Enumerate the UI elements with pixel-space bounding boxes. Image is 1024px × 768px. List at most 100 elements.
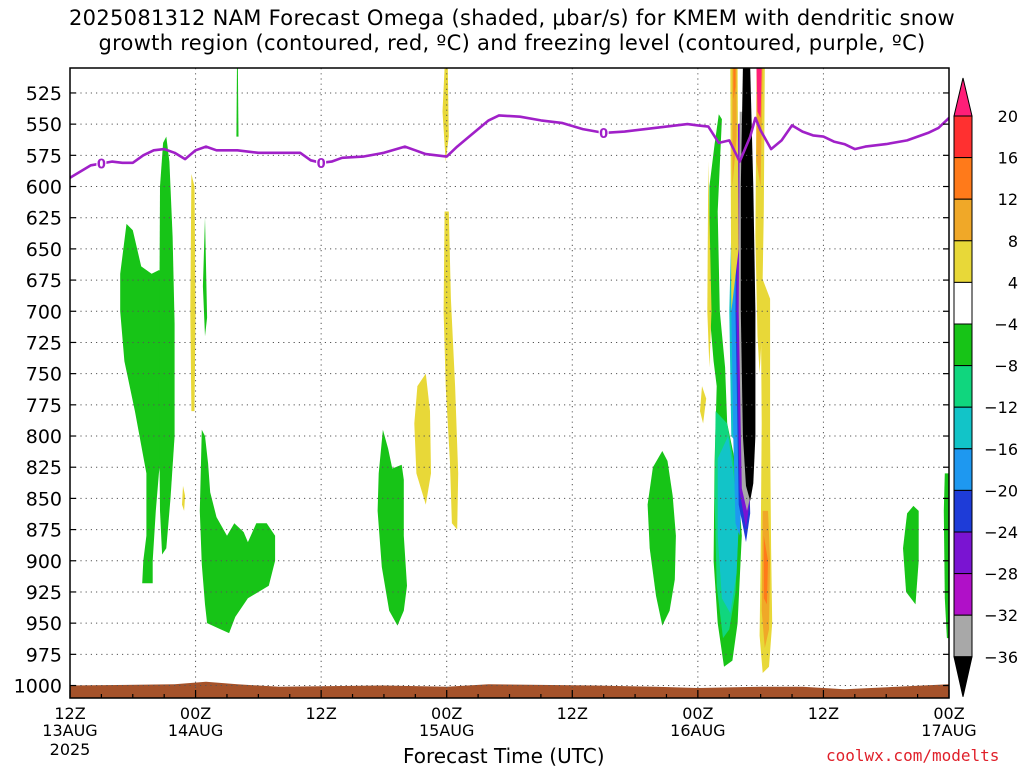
colorbar-label-3: 8 bbox=[1008, 232, 1018, 251]
x-tick-date-60: 16AUG bbox=[670, 721, 725, 740]
omega-region-5 bbox=[377, 429, 407, 626]
colorbar-label-7: −12 bbox=[984, 398, 1018, 417]
chart-title-line-2: growth region (contoured, red, ºC) and f… bbox=[98, 31, 926, 55]
freezing-level-label-2: 0 bbox=[599, 127, 608, 142]
y-tick-label-850: 850 bbox=[26, 488, 62, 510]
freezing-level-label-0: 0 bbox=[97, 157, 106, 172]
colorbar-swatch-6 bbox=[953, 323, 973, 367]
x-tick-label-12: 00Z bbox=[180, 704, 211, 723]
y-tick-label-900: 900 bbox=[26, 551, 62, 573]
y-tick-label-800: 800 bbox=[26, 426, 62, 448]
omega-shading-layer bbox=[70, 68, 949, 698]
y-tick-label-825: 825 bbox=[26, 457, 62, 479]
colorbar-swatch-1 bbox=[953, 115, 973, 159]
omega-region-2 bbox=[199, 429, 276, 634]
omega-region-30 bbox=[442, 68, 449, 162]
omega-region-28 bbox=[190, 174, 196, 412]
y-tick-label-675: 675 bbox=[26, 270, 62, 292]
omega-region-10 bbox=[943, 473, 949, 639]
y-tick-label-625: 625 bbox=[26, 208, 62, 230]
colorbar-swatch-7 bbox=[953, 365, 973, 408]
colorbar-label-8: −16 bbox=[984, 440, 1018, 459]
x-tick-year-0: 2025 bbox=[50, 740, 91, 759]
x-tick-label-0: 12Z bbox=[54, 704, 85, 723]
omega-region-29 bbox=[182, 485, 186, 511]
chart-title: 2025081312 NAM Forecast Omega (shaded, μ… bbox=[0, 6, 1024, 56]
colorbar-swatch-12 bbox=[953, 573, 973, 616]
y-axis: 525 550 575 600 625 650 675 700 725 750 775 800 825 8… bbox=[14, 83, 949, 698]
x-tick-date-12: 14AUG bbox=[168, 721, 223, 740]
colorbar-label-2: 12 bbox=[998, 190, 1018, 209]
omega-region-21 bbox=[763, 535, 768, 605]
x-tick-label-72: 12Z bbox=[808, 704, 839, 723]
chart-title-line-1: 2025081312 NAM Forecast Omega (shaded, μ… bbox=[69, 6, 955, 30]
ground-surface bbox=[70, 681, 949, 698]
colorbar-label-10: −24 bbox=[984, 523, 1018, 542]
y-tick-label-725: 725 bbox=[26, 332, 62, 354]
omega-region-4 bbox=[236, 68, 239, 137]
omega-region-9 bbox=[903, 505, 919, 605]
omega-region-1 bbox=[158, 136, 175, 555]
y-tick-label-575: 575 bbox=[26, 145, 62, 167]
y-tick-label-650: 650 bbox=[26, 239, 62, 261]
freezing-label-bg-0 bbox=[96, 156, 107, 171]
colorbar-bottom-arrow bbox=[953, 656, 973, 697]
colorbar-label-0: 20 bbox=[998, 107, 1018, 126]
x-tick-date-0: 13AUG bbox=[42, 721, 97, 740]
colorbar-label-11: −28 bbox=[984, 565, 1018, 584]
omega-region-33 bbox=[700, 386, 707, 424]
colorbar-swatch-2 bbox=[953, 157, 973, 200]
colorbar-swatch-11 bbox=[953, 531, 973, 575]
y-tick-label-550: 550 bbox=[26, 114, 62, 136]
colorbar-label-6: −8 bbox=[994, 357, 1018, 376]
omega-region-27 bbox=[756, 68, 762, 118]
x-tick-label-84: 00Z bbox=[933, 704, 964, 723]
colorbar-swatch-5 bbox=[953, 281, 973, 325]
omega-colorbar: 20 16 12 8 4 −4 −8 −12 −16 −20 −24 −28 −32 −36 bbox=[953, 77, 1018, 697]
colorbar-label-1: 16 bbox=[998, 149, 1018, 168]
x-tick-label-36: 00Z bbox=[431, 704, 462, 723]
colorbar-label-5: −4 bbox=[994, 315, 1018, 334]
colorbar-swatch-13 bbox=[953, 614, 973, 658]
colorbar-swatch-8 bbox=[953, 406, 973, 450]
freezing-label-bg-2 bbox=[598, 125, 609, 140]
omega-region-24 bbox=[733, 68, 736, 100]
colorbar-swatch-4 bbox=[953, 240, 973, 283]
plot-frame bbox=[69, 67, 950, 699]
colorbar-swatch-10 bbox=[953, 489, 973, 533]
y-tick-label-925: 925 bbox=[26, 582, 62, 604]
x-tick-label-24: 12Z bbox=[305, 704, 336, 723]
x-tick-date-84: 17AUG bbox=[921, 721, 976, 740]
omega-region-3 bbox=[202, 217, 208, 337]
omega-region-6 bbox=[647, 451, 676, 626]
omega-region-18 bbox=[740, 68, 756, 501]
y-tick-label-750: 750 bbox=[26, 364, 62, 386]
freezing-level-line bbox=[70, 114, 949, 179]
colorbar-label-13: −36 bbox=[984, 648, 1018, 667]
colorbar-top-arrow bbox=[953, 77, 973, 117]
freezing-level-layer: 0 0 0 bbox=[70, 114, 949, 179]
y-tick-label-950: 950 bbox=[26, 613, 62, 635]
freezing-label-bg-1 bbox=[316, 155, 327, 170]
y-tick-label-1000: 1000 bbox=[14, 676, 62, 698]
y-tick-label-600: 600 bbox=[26, 177, 62, 199]
y-tick-label-700: 700 bbox=[26, 301, 62, 323]
y-tick-label-525: 525 bbox=[26, 83, 62, 105]
freezing-level-label-1: 0 bbox=[317, 157, 326, 172]
omega-region-32 bbox=[414, 373, 431, 505]
omega-region-31 bbox=[443, 211, 459, 530]
colorbar-label-4: 4 bbox=[1008, 273, 1018, 292]
x-axis-title: Forecast Time (UTC) bbox=[403, 744, 605, 768]
x-tick-label-60: 00Z bbox=[682, 704, 713, 723]
y-tick-label-775: 775 bbox=[26, 395, 62, 417]
y-tick-label-975: 975 bbox=[26, 644, 62, 666]
colorbar-swatch-9 bbox=[953, 448, 973, 491]
omega-region-12 bbox=[717, 436, 739, 614]
site-credit: coolwx.com/modelts bbox=[826, 746, 1000, 765]
omega-region-34 bbox=[707, 161, 712, 368]
colorbar-label-12: −32 bbox=[984, 606, 1018, 625]
colorbar-swatch-3 bbox=[953, 198, 973, 242]
chart-gridlines bbox=[70, 68, 949, 698]
